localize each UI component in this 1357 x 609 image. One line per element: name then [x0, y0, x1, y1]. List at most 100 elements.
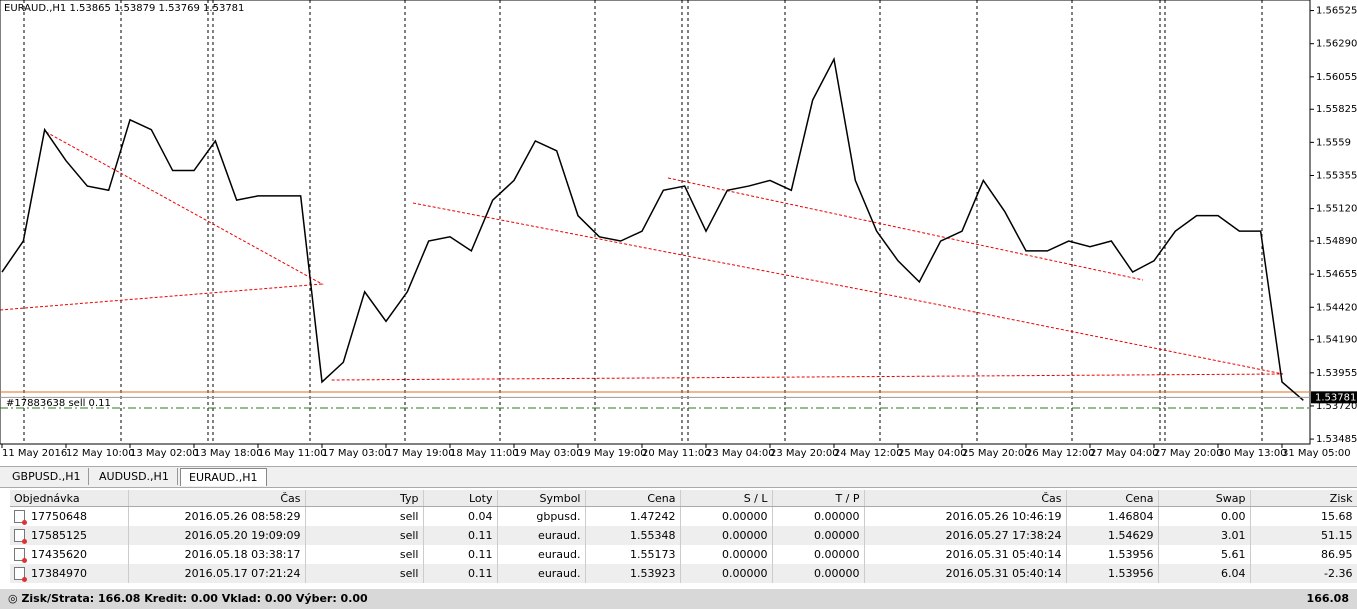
cell: 0.00000 [772, 564, 865, 583]
y-tick-label: 1.53485 [1316, 434, 1357, 445]
cell: 2016.05.31 05:40:14 [864, 545, 1067, 564]
cell: 0.11 [423, 545, 498, 564]
cell: 2016.05.26 10:46:19 [864, 506, 1067, 526]
y-tick-label: 1.54655 [1316, 269, 1357, 280]
cell: euraud. [497, 526, 586, 545]
cell-text: 0.00000 [814, 567, 860, 580]
cell-text: 0.00000 [814, 529, 860, 542]
cell-text: sell [399, 548, 419, 561]
cell-text: 2016.05.26 08:58:29 [184, 510, 301, 523]
cell: 0.00000 [772, 526, 865, 545]
cell-text: 2016.05.31 05:40:14 [945, 567, 1062, 580]
cell-text: 2016.05.17 07:21:24 [184, 567, 301, 580]
summary-text: Zisk/Strata: 166.08 Kredit: 0.00 Vklad: … [21, 592, 368, 605]
trade-row: 17750648 2016.05.26 08:58:29 sell 0.04 gbpus… [10, 506, 1357, 526]
cell-text: 0.00000 [814, 510, 860, 523]
y-tick-label: 1.55355 [1316, 170, 1357, 181]
cell-text: 1.47242 [630, 510, 676, 523]
cell-text: 0.04 [468, 510, 493, 523]
cell: 1.53956 [1066, 564, 1159, 583]
x-tick-label: 27 May 04:00 [1090, 448, 1159, 459]
cell: 5.61 [1158, 545, 1251, 564]
order-label: #17883638 sell 0.11 [6, 398, 111, 409]
total: 166.08 [1306, 592, 1349, 605]
x-tick-label: 25 May 20:00 [962, 448, 1031, 459]
cell-text: sell [399, 510, 419, 523]
x-tick-label: 13 May 02:00 [130, 448, 199, 459]
x-tick-label: 19 May 03:00 [514, 448, 583, 459]
cell: 1.55348 [585, 526, 681, 545]
cell-text: euraud. [538, 548, 581, 561]
cell: 86.95 [1250, 545, 1357, 564]
order-icon [14, 510, 27, 526]
cell: 0.11 [423, 526, 498, 545]
trade-lines [0, 131, 1284, 381]
x-tick-label: 24 May 12:00 [834, 448, 903, 459]
order-icon [14, 567, 27, 583]
y-tick-label: 1.54890 [1316, 236, 1357, 247]
column-header: Zisk [1250, 490, 1357, 507]
x-tick-label: 27 May 20:00 [1154, 448, 1223, 459]
cell: 2016.05.17 07:21:24 [128, 564, 306, 583]
cell: 2016.05.31 05:40:14 [864, 564, 1067, 583]
cell-text: 6.04 [1221, 567, 1246, 580]
column-header: Čas [864, 490, 1067, 507]
column-header: Cena [585, 490, 681, 507]
cell: sell [305, 526, 424, 545]
y-tick-label: 1.55120 [1316, 204, 1357, 215]
cell: sell [305, 506, 424, 526]
cell-text: 0.11 [468, 548, 493, 561]
cell: sell [305, 545, 424, 564]
cell-text: euraud. [538, 529, 581, 542]
cell: euraud. [497, 545, 586, 564]
x-tick-label: 12 May 10:00 [66, 448, 135, 459]
cell: 0.00000 [680, 545, 773, 564]
cell: euraud. [497, 564, 586, 583]
cell: 0.00 [1158, 506, 1251, 526]
cell: 6.04 [1158, 564, 1251, 583]
column-header: Symbol [497, 490, 586, 507]
tab[interactable]: GBPUSD.,H1 [4, 468, 90, 485]
y-tick-label: 1.55825 [1316, 104, 1357, 115]
cell: 1.47242 [585, 506, 681, 526]
chart-header: EURAUD.,H1 1.53865 1.53879 1.53769 1.537… [4, 3, 244, 14]
cell-text: 1.54629 [1108, 529, 1154, 542]
cell-text: 1.55348 [630, 529, 676, 542]
trade-row: 17585125 2016.05.20 19:09:09 sell 0.11 eurau… [10, 526, 1357, 545]
cell: 0.11 [423, 564, 498, 583]
column-header: S / L [680, 490, 773, 507]
trade-row: 17435620 2016.05.18 03:38:17 sell 0.11 eurau… [10, 545, 1357, 564]
x-tick-label: 31 May 05:00 [1282, 448, 1351, 459]
cell-text: 51.15 [1321, 529, 1353, 542]
cell-text: 1.55173 [630, 548, 676, 561]
summary: ◎ Zisk/Strata: 166.08 Kredit: 0.00 Vklad… [8, 592, 368, 605]
chart: EURAUD.,H1 1.53865 1.53879 1.53769 1.537… [0, 0, 1357, 459]
cell-text: 0.00000 [722, 548, 768, 561]
cell: 2016.05.18 03:38:17 [128, 545, 306, 564]
cell-text: 0.11 [468, 529, 493, 542]
x-tick-label: 16 May 11:00 [258, 448, 327, 459]
x-tick-label: 26 May 12:00 [1026, 448, 1095, 459]
column-header: Cena [1066, 490, 1159, 507]
last-price-box [1311, 391, 1357, 404]
y-tick-label: 1.56055 [1316, 72, 1357, 83]
cell-text: 1.53923 [630, 567, 676, 580]
status-bar: ◎ Zisk/Strata: 166.08 Kredit: 0.00 Vklad… [0, 589, 1357, 609]
cell: 0.00000 [680, 506, 773, 526]
tab[interactable]: EURAUD.,H1 [180, 468, 267, 486]
x-tick-label: 19 May 19:00 [578, 448, 647, 459]
tab[interactable]: AUDUSD.,H1 [91, 468, 178, 485]
x-tick-label: 23 May 20:00 [770, 448, 839, 459]
y-tick-label: 1.56290 [1316, 39, 1357, 50]
cell-text: 5.61 [1221, 548, 1246, 561]
cell-text: 0.11 [468, 567, 493, 580]
column-header: T / P [772, 490, 865, 507]
chart-tabs: GBPUSD.,H1 AUDUSD.,H1 EURAUD.,H1 [0, 466, 1357, 488]
cell-text: 17585125 [31, 528, 87, 542]
column-header: Swap [1158, 490, 1251, 507]
price-line [1, 56, 1304, 401]
cell-text: 0.00 [1221, 510, 1246, 523]
cell-text: sell [399, 529, 419, 542]
